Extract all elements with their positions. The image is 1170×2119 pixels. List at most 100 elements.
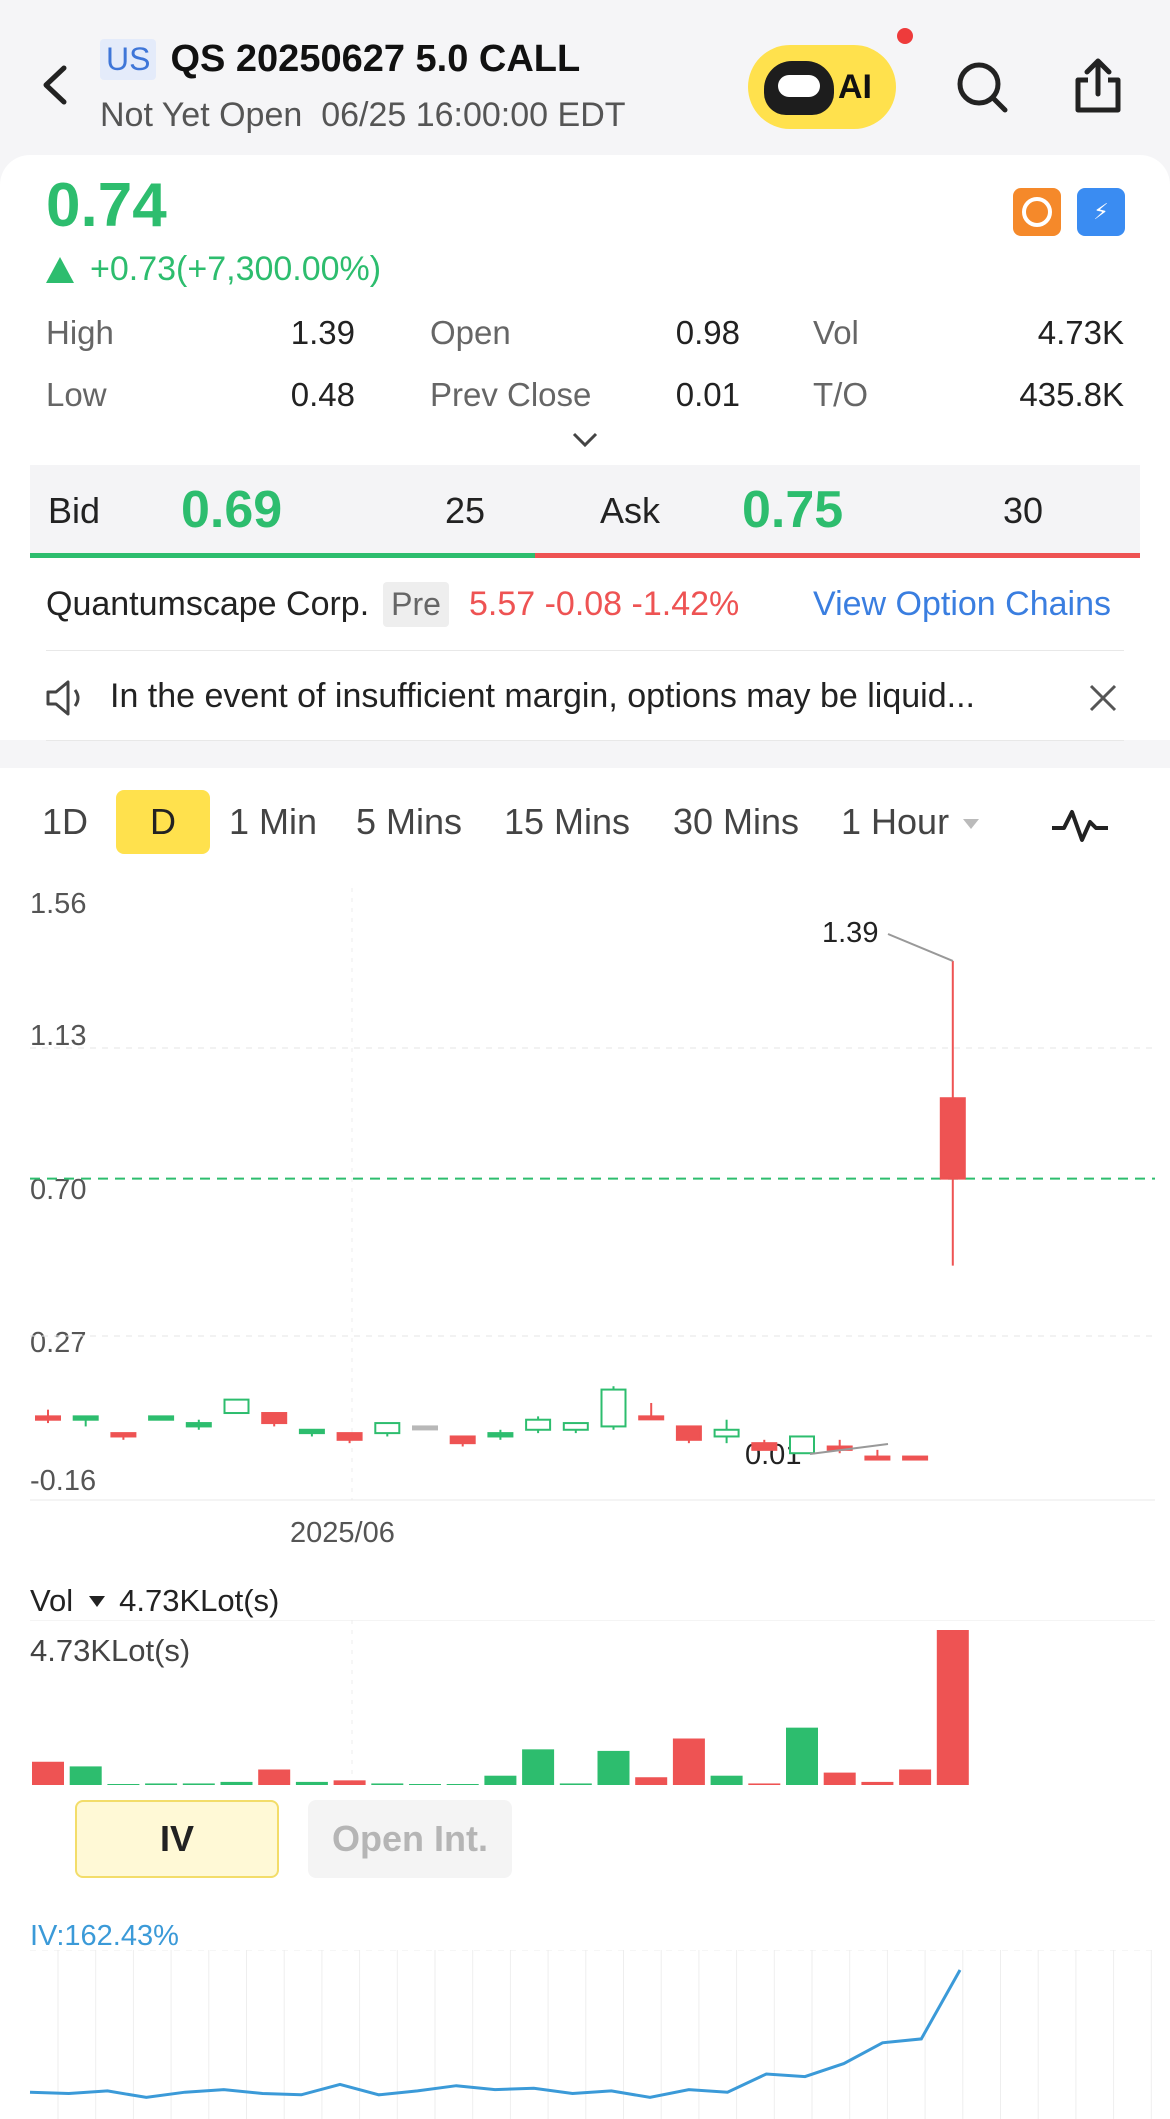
candle-body	[713, 1428, 740, 1438]
tab-open-interest[interactable]: Open Int.	[308, 1800, 512, 1878]
price-change-value: +0.73(+7,300.00%)	[90, 250, 382, 288]
candle-body	[675, 1425, 702, 1441]
header-bar: US QS 20250627 5.0 CALL Not Yet Open 06/…	[0, 0, 1170, 150]
tab-1hour[interactable]: 1 Hour	[841, 790, 980, 854]
candle-body	[449, 1435, 476, 1445]
quote-card	[0, 155, 1170, 740]
volume-value: 4.73KLot(s)	[119, 1583, 280, 1618]
lightning-icon[interactable]: ⚡	[1077, 188, 1125, 236]
candle-body	[902, 1455, 929, 1461]
candle-body	[751, 1442, 778, 1451]
volume-bar	[748, 1783, 781, 1785]
share-icon[interactable]	[1070, 56, 1126, 116]
tab-1hour-label: 1 Hour	[841, 801, 950, 842]
candlestick-chart[interactable]	[0, 860, 1170, 1510]
candle-body	[525, 1418, 552, 1431]
volume-bar	[258, 1769, 291, 1785]
caret-down-icon	[89, 1595, 106, 1607]
candle-body	[939, 1097, 966, 1180]
volume-bar	[559, 1783, 592, 1785]
tab-iv[interactable]: IV	[75, 1800, 279, 1878]
volume-header[interactable]: Vol 4.73KLot(s)	[30, 1583, 279, 1619]
candle-body	[638, 1415, 665, 1421]
volume-chart	[30, 1620, 1155, 1785]
low-marker-line	[809, 1443, 889, 1455]
low-label: Low	[46, 376, 107, 413]
vol-value: 4.73K	[1037, 314, 1124, 351]
view-option-chains-link[interactable]: View Option Chains	[813, 585, 1111, 623]
divider	[46, 650, 1124, 651]
candle-body	[789, 1435, 815, 1455]
tab-daily[interactable]: D	[116, 790, 210, 854]
bid-ask-panel	[30, 465, 1140, 555]
margin-notice[interactable]: In the event of insufficient margin, opt…	[110, 677, 975, 715]
underlying-name: Quantumscape Corp.	[46, 585, 370, 623]
volume-bar	[69, 1766, 102, 1785]
back-arrow-icon[interactable]	[36, 60, 76, 110]
title-row: US QS 20250627 5.0 CALL	[100, 38, 580, 81]
y-tick: 0.27	[30, 1327, 87, 1359]
volume-bar	[710, 1775, 743, 1785]
ask-price[interactable]: 0.75	[742, 481, 844, 539]
period-tabs: 1D D 1 Min 5 Mins 15 Mins 30 Mins 1 Hour	[0, 790, 1170, 860]
turnover-value: 435.8K	[1019, 376, 1124, 413]
prev-close-value: 0.01	[675, 376, 740, 413]
volume-bar	[936, 1630, 969, 1785]
up-arrow-icon	[46, 256, 74, 283]
iv-chart	[29, 1950, 1155, 2119]
divider	[46, 740, 1124, 741]
ai-assistant-button[interactable]: AI	[748, 45, 896, 129]
caret-down-icon	[963, 819, 980, 830]
ask-qty: 30	[1003, 490, 1044, 531]
prev-close-label: Prev Close	[430, 376, 592, 413]
ask-label: Ask	[600, 490, 661, 531]
volume-bar	[182, 1783, 215, 1785]
close-icon[interactable]	[1085, 680, 1121, 716]
low-value: 0.48	[290, 376, 355, 413]
bid-qty: 25	[445, 490, 486, 531]
price-change: +0.73(+7,300.00%)	[46, 250, 381, 289]
candle-body	[412, 1425, 438, 1431]
tab-30min[interactable]: 30 Mins	[673, 801, 800, 842]
turnover-label: T/O	[813, 376, 868, 413]
tab-1d[interactable]: 1D	[42, 801, 89, 842]
search-icon[interactable]	[955, 60, 1011, 116]
volume-bar	[409, 1784, 441, 1785]
candle-body	[185, 1422, 212, 1428]
y-tick: 1.56	[30, 888, 87, 920]
x-tick: 2025/06	[290, 1517, 395, 1549]
volume-bar	[597, 1750, 630, 1785]
tab-5min[interactable]: 5 Mins	[356, 801, 463, 842]
volume-bar	[899, 1769, 932, 1785]
open-value: 0.98	[675, 314, 740, 351]
high-value: 1.39	[290, 314, 355, 351]
candle-body	[35, 1415, 61, 1421]
high-marker-line	[887, 933, 954, 962]
chevron-down-icon[interactable]	[570, 430, 600, 450]
volume-bar	[107, 1784, 140, 1785]
candle-body	[600, 1388, 627, 1428]
volume-bar	[295, 1781, 328, 1785]
candle-body	[72, 1415, 99, 1421]
volume-label: Vol	[30, 1583, 74, 1618]
volume-bar	[145, 1783, 178, 1785]
no-trade-icon[interactable]	[1013, 188, 1061, 236]
candle-body	[148, 1415, 175, 1421]
tab-15min[interactable]: 15 Mins	[504, 801, 631, 842]
volume-bar	[786, 1727, 818, 1785]
candle-body	[864, 1455, 891, 1461]
tab-1min[interactable]: 1 Min	[229, 801, 318, 842]
candle-body	[374, 1422, 401, 1435]
bid-bar	[30, 553, 535, 558]
option-title: QS 20250627 5.0 CALL	[170, 38, 581, 80]
bid-label: Bid	[48, 490, 101, 531]
notification-dot	[897, 28, 913, 44]
underlying-row[interactable]: Quantumscape Corp. Pre 5.57 -0.08 -1.42%	[46, 582, 739, 627]
volume-bar	[484, 1775, 517, 1785]
indicator-icon[interactable]	[1050, 806, 1110, 846]
candle-body	[298, 1428, 325, 1435]
last-price: 0.74	[46, 171, 167, 240]
bid-price[interactable]: 0.69	[181, 481, 283, 539]
iv-line	[29, 1969, 962, 2099]
volume-bar	[635, 1777, 668, 1785]
